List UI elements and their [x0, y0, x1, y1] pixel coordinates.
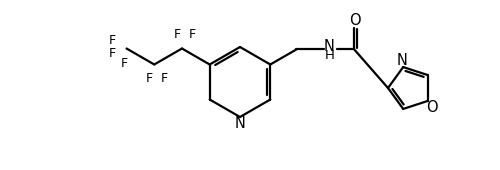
Text: F: F	[109, 47, 116, 60]
Text: F: F	[146, 72, 153, 85]
Text: H: H	[324, 49, 334, 62]
Text: N: N	[324, 39, 334, 54]
Text: F: F	[121, 57, 128, 70]
Text: F: F	[188, 28, 196, 41]
Text: F: F	[109, 34, 116, 47]
Text: F: F	[160, 72, 168, 85]
Text: N: N	[397, 53, 407, 68]
Text: N: N	[234, 115, 246, 131]
Text: F: F	[174, 28, 180, 41]
Text: O: O	[350, 13, 361, 28]
Text: O: O	[426, 100, 438, 115]
